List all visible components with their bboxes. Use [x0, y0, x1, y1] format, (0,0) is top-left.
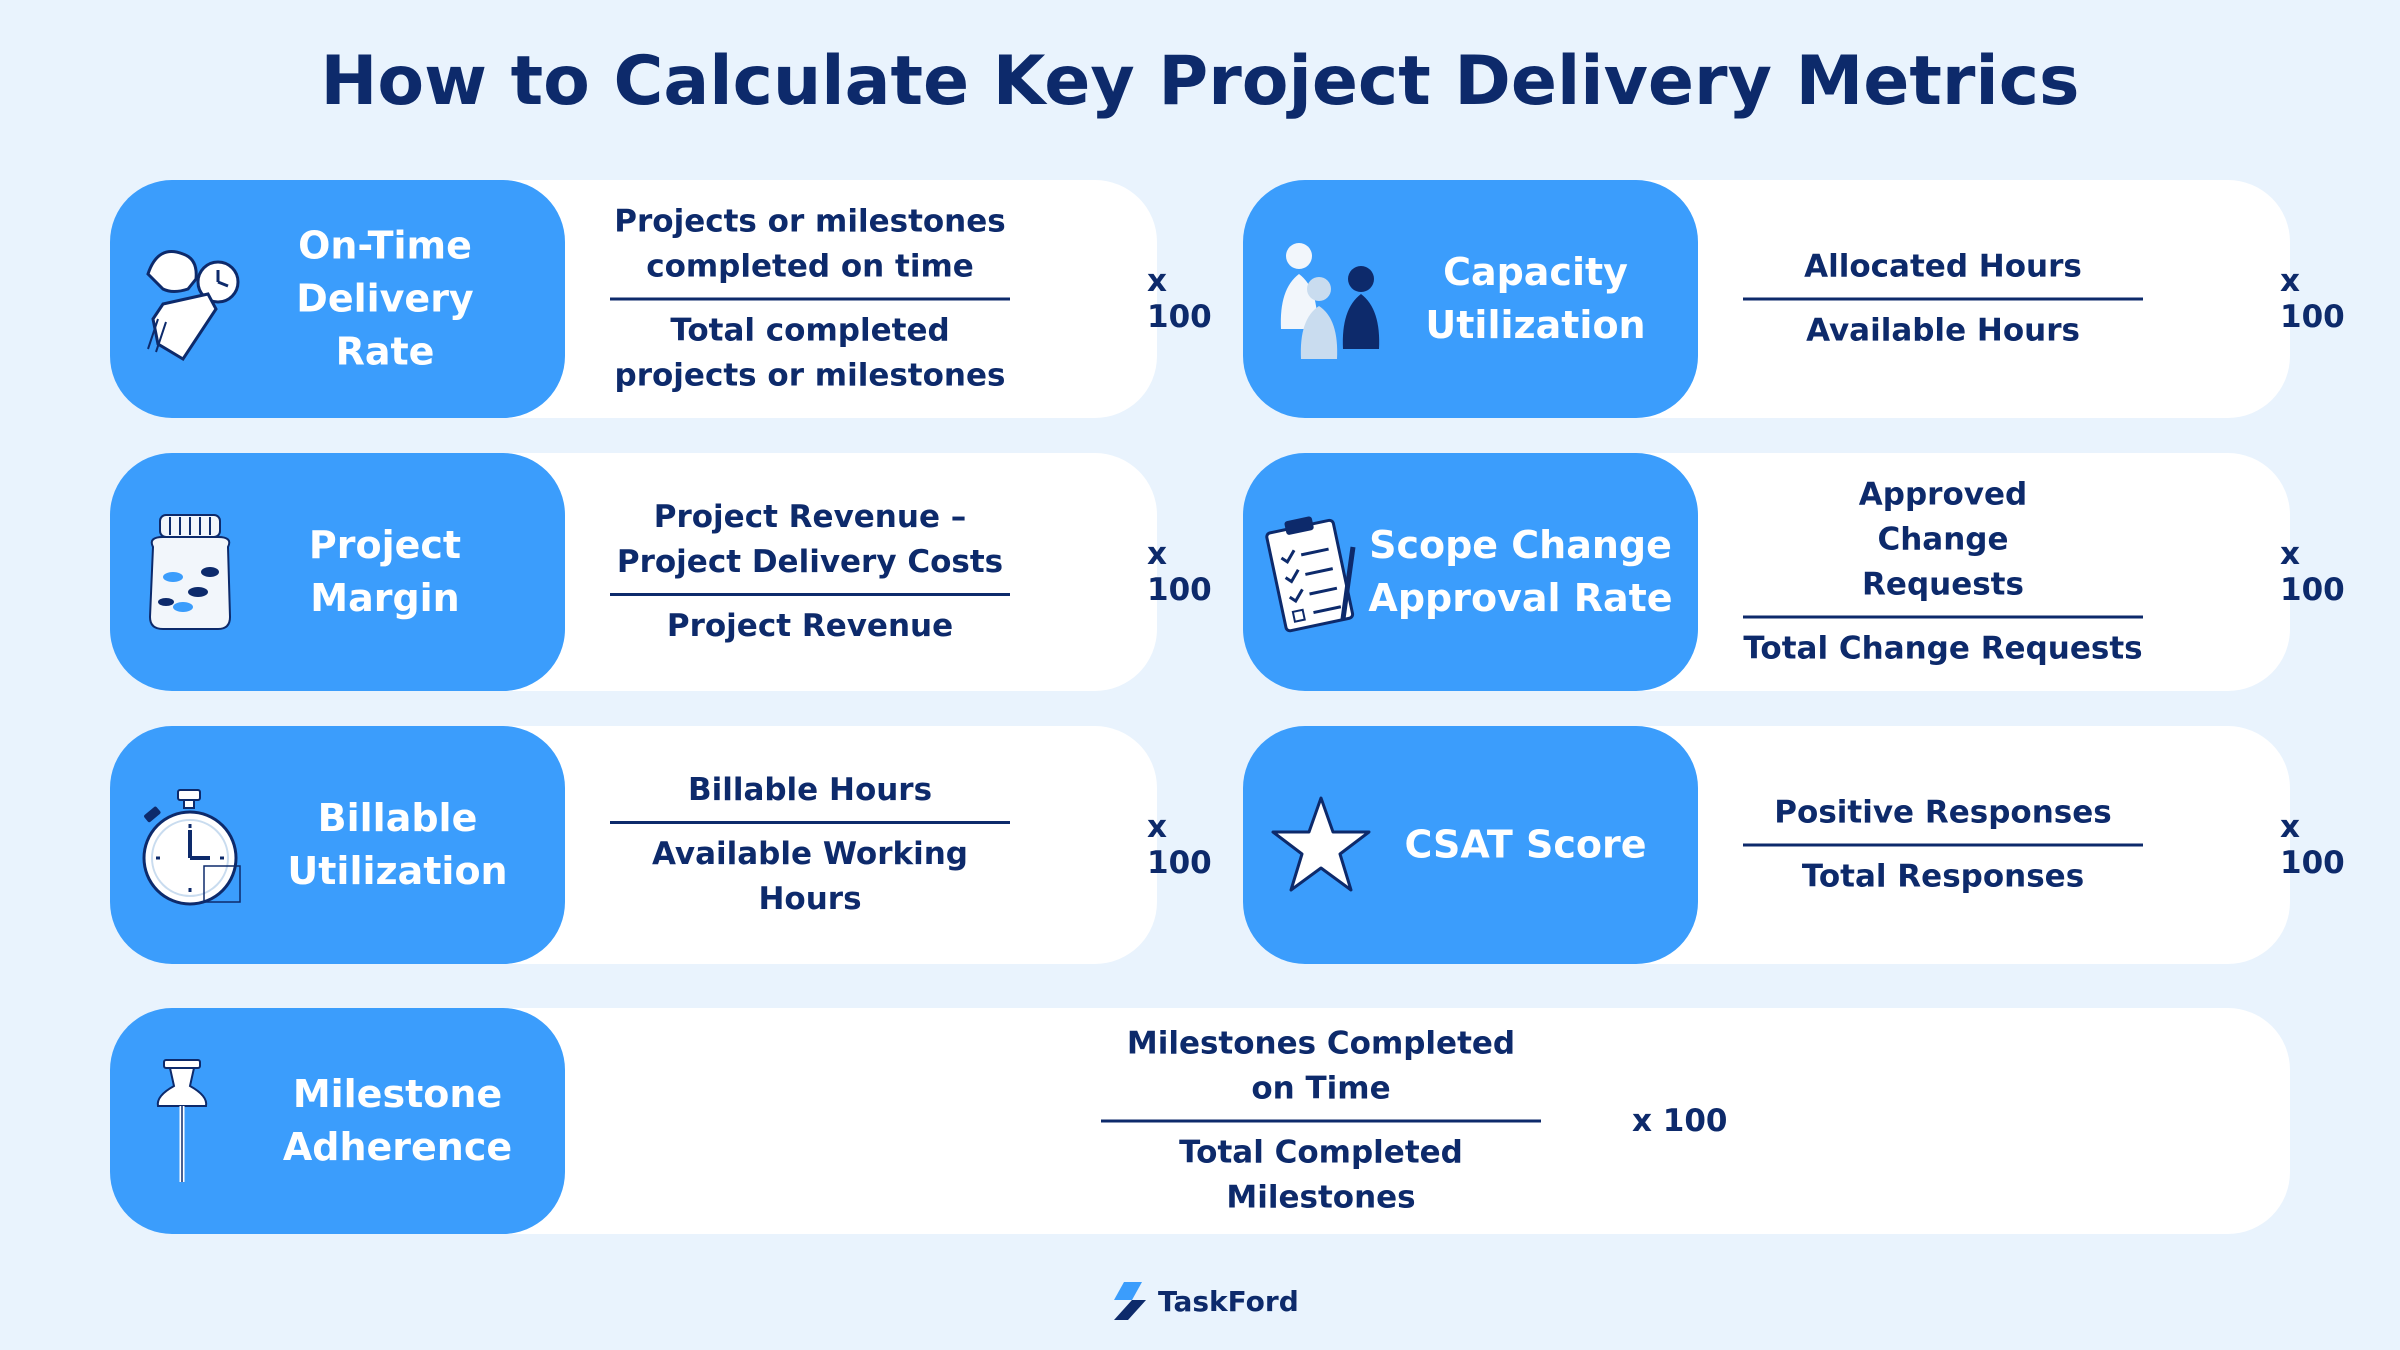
- metric-card-billable-utilization: Billable Utilization Billable Hours Avai…: [110, 726, 1212, 964]
- fraction: Billable Hours Available Working Hours: [610, 768, 1010, 922]
- metric-label: Milestone Adherence: [282, 1072, 513, 1169]
- metric-formula: Approved Change Requests Total Change Re…: [1698, 453, 2345, 691]
- fraction: Projects or milestones completed on time…: [610, 200, 1010, 399]
- clipboard-checklist-icon: [1257, 507, 1367, 637]
- brand-name: TaskFord: [1158, 1284, 1299, 1318]
- fraction: Approved Change Requests Total Change Re…: [1743, 473, 2143, 672]
- formula-numerator: Positive Responses: [1774, 794, 2112, 831]
- metric-formula: Projects or milestones completed on time…: [565, 180, 1212, 418]
- pushpin-icon: [138, 1056, 248, 1186]
- formula-denominator: Available Hours: [1806, 312, 2080, 349]
- metric-label-box: On-Time Delivery Rate: [110, 180, 565, 418]
- metric-label: Billable Utilization: [287, 796, 508, 893]
- metric-card-on-time-delivery-rate: On-Time Delivery Rate Projects or milest…: [110, 180, 1212, 418]
- stopwatch-icon: [138, 780, 248, 910]
- formula-numerator: Projects or milestones completed on time: [614, 203, 1006, 285]
- formula-denominator: Total Responses: [1801, 858, 2085, 895]
- formula-numerator: Billable Hours: [687, 772, 933, 808]
- formula-numerator: Allocated Hours: [1804, 248, 2082, 285]
- metric-label-box: Scope Change Approval Rate: [1243, 453, 1698, 691]
- footer-brand: TaskFord: [1110, 1280, 1299, 1322]
- game-pieces-icon: [1271, 234, 1381, 364]
- metric-card-project-margin: Project Margin Project Revenue – Project…: [110, 453, 1212, 691]
- metric-card-milestone-adherence: Milestone Adherence Milestones Completed…: [110, 1008, 2290, 1234]
- formula-multiplier: x 100: [1147, 263, 1212, 335]
- formula-multiplier: x 100: [1147, 809, 1212, 881]
- metric-label: On-Time Delivery Rate: [296, 223, 474, 374]
- metric-formula: Project Revenue – Project Delivery Costs…: [565, 453, 1212, 691]
- metric-label-box: Project Margin: [110, 453, 565, 691]
- formula-denominator: Total Completed Milestones: [1179, 1134, 1463, 1216]
- formula-numerator: Approved Change Requests: [1858, 476, 2028, 603]
- metric-formula: Milestones Completed on Time Total Compl…: [565, 1008, 2290, 1234]
- fraction-bar: [610, 593, 1010, 596]
- fraction-bar: [1743, 297, 2143, 301]
- coin-jar-icon: [138, 507, 248, 637]
- formula-multiplier: x 100: [2280, 809, 2345, 881]
- fraction-bar: [1743, 615, 2143, 619]
- taskford-logo-icon: [1110, 1280, 1148, 1322]
- page-title: How to Calculate Key Project Delivery Me…: [320, 42, 2080, 121]
- fraction-bar: [610, 821, 1010, 824]
- formula-denominator: Available Working Hours: [652, 836, 968, 917]
- formula-numerator: Project Revenue – Project Delivery Costs: [616, 499, 1004, 580]
- metric-label-box: Billable Utilization: [110, 726, 565, 964]
- metric-label: CSAT Score: [1404, 822, 1647, 867]
- metric-label-box: Milestone Adherence: [110, 1008, 565, 1234]
- formula-denominator: Total Change Requests: [1743, 630, 2143, 667]
- formula-numerator: Milestones Completed on Time: [1126, 1025, 1516, 1107]
- clock-hand-icon: [138, 234, 248, 364]
- metric-formula: Allocated Hours Available Hours x 100: [1698, 180, 2345, 418]
- formula-denominator: Project Revenue: [666, 608, 954, 644]
- formula-multiplier: x 100: [2280, 536, 2345, 608]
- metric-label: Project Margin: [308, 523, 462, 620]
- fraction: Project Revenue – Project Delivery Costs…: [610, 495, 1010, 649]
- metric-label: Capacity Utilization: [1425, 250, 1646, 347]
- metric-formula: Positive Responses Total Responses x 100: [1698, 726, 2345, 964]
- formula-multiplier: x 100: [1632, 1103, 1728, 1139]
- metric-card-scope-change-approval-rate: Scope Change Approval Rate Approved Chan…: [1243, 453, 2345, 691]
- fraction: Milestones Completed on Time Total Compl…: [1101, 1022, 1541, 1221]
- fraction-bar: [1743, 843, 2143, 847]
- star-icon: [1271, 780, 1381, 910]
- metric-card-csat-score: CSAT Score Positive Responses Total Resp…: [1243, 726, 2345, 964]
- metric-label-box: CSAT Score: [1243, 726, 1698, 964]
- metric-label: Scope Change Approval Rate: [1368, 523, 1673, 620]
- formula-multiplier: x 100: [2280, 263, 2345, 335]
- metric-label-box: Capacity Utilization: [1243, 180, 1698, 418]
- fraction-bar: [610, 297, 1010, 301]
- fraction: Positive Responses Total Responses: [1743, 791, 2143, 900]
- formula-denominator: Total completed projects or milestones: [614, 312, 1006, 394]
- fraction-bar: [1101, 1119, 1541, 1123]
- fraction: Allocated Hours Available Hours: [1743, 245, 2143, 354]
- metric-formula: Billable Hours Available Working Hours x…: [565, 726, 1212, 964]
- formula-multiplier: x 100: [1147, 536, 1212, 608]
- metric-card-capacity-utilization: Capacity Utilization Allocated Hours Ava…: [1243, 180, 2345, 418]
